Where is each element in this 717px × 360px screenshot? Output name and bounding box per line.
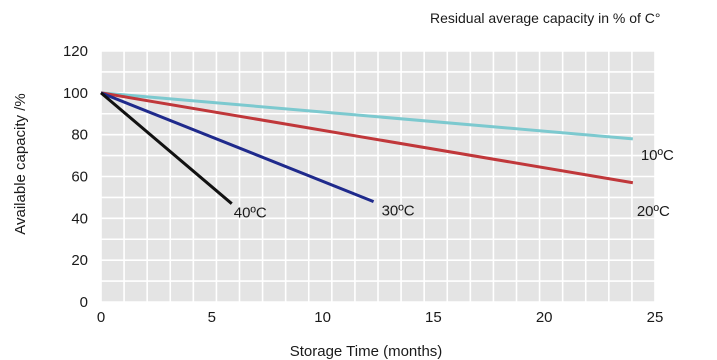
- x-axis-label: Storage Time (months): [290, 343, 443, 360]
- y-tick-label: 0: [80, 294, 88, 311]
- y-tick-label: 100: [63, 85, 88, 102]
- y-axis-label: Available capacity /%: [12, 93, 29, 234]
- series-line: [100, 91, 233, 205]
- y-tick-label: 20: [71, 252, 88, 269]
- x-tick-label: 5: [208, 309, 216, 326]
- x-tick-label: 0: [97, 309, 105, 326]
- chart-title: Residual average capacity in % of C°: [430, 10, 661, 26]
- x-tick-label: 15: [425, 309, 442, 326]
- series-label: 10ºC: [641, 147, 674, 164]
- series-label: 30ºC: [382, 203, 415, 220]
- x-tick-label: 25: [647, 309, 664, 326]
- series-line: [100, 91, 375, 203]
- y-tick-label: 60: [71, 169, 88, 186]
- x-tick-label: 20: [536, 309, 553, 326]
- series-group: [100, 91, 634, 205]
- series-label: 40ºC: [234, 205, 267, 222]
- series-line: [100, 91, 633, 141]
- series-label: 20ºC: [637, 203, 670, 220]
- series-labels: 10ºC 20ºC 30ºC 40ºC: [234, 147, 674, 222]
- y-tick-label: 80: [71, 127, 88, 144]
- y-tick-label: 120: [63, 43, 88, 60]
- x-tick-labels: 0 5 10 15 20 25: [97, 309, 664, 326]
- x-tick-label: 10: [314, 309, 331, 326]
- series-line: [100, 91, 634, 185]
- y-tick-label: 40: [71, 210, 88, 227]
- y-tick-labels: 0 20 40 60 80 100 120: [63, 43, 88, 311]
